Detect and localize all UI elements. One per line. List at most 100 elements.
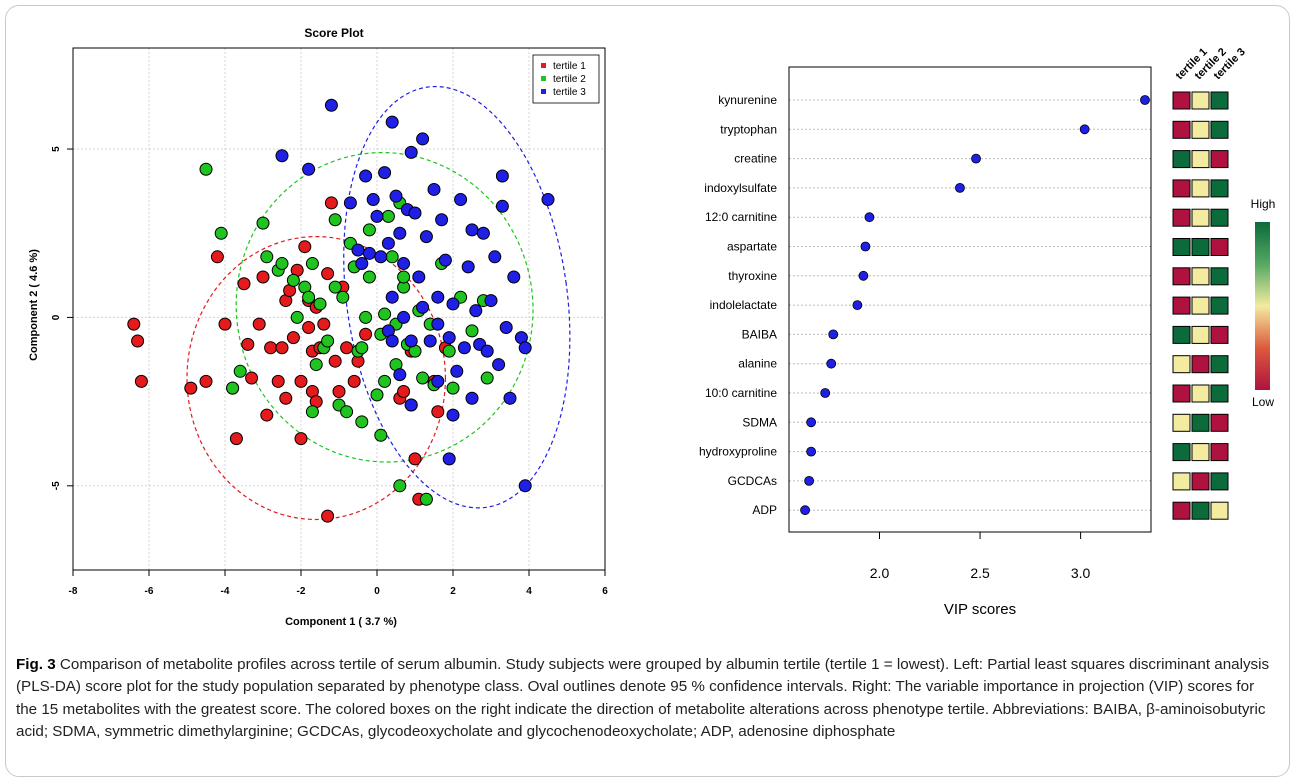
score-point xyxy=(131,334,145,348)
vip-metabolite-label: hydroxyproline xyxy=(699,445,777,459)
vip-metabolite-label: BAIBA xyxy=(742,327,777,341)
score-point xyxy=(427,182,441,196)
heatmap-cell xyxy=(1191,443,1210,462)
score-point xyxy=(210,250,224,264)
score-point xyxy=(340,341,354,355)
colorbar-high-label: High xyxy=(1251,197,1276,211)
score-point xyxy=(412,270,426,284)
vip-point xyxy=(858,270,869,281)
score-point xyxy=(476,226,490,240)
score-point xyxy=(495,199,509,213)
score-point xyxy=(442,344,456,358)
score-point xyxy=(446,381,460,395)
score-point xyxy=(378,166,392,180)
score-point xyxy=(465,391,479,405)
vip-x-tick-label: 2.0 xyxy=(870,565,890,581)
heatmap-cell xyxy=(1191,208,1210,227)
x-tick-label: -4 xyxy=(221,586,230,597)
score-point xyxy=(378,307,392,321)
heatmap-cell xyxy=(1172,150,1191,169)
score-point xyxy=(408,206,422,220)
score-point xyxy=(324,98,338,112)
vip-point xyxy=(852,300,863,311)
vip-point xyxy=(820,388,831,398)
score-point xyxy=(256,216,270,230)
score-plot-x-ticks: -8 -6 -4 -2 0 2 4 6 xyxy=(69,570,608,597)
score-point xyxy=(374,428,388,442)
x-tick-label: 4 xyxy=(526,586,532,597)
vip-metabolite-label: 10:0 carnitine xyxy=(705,386,777,400)
figure-frame xyxy=(5,5,1290,777)
score-point xyxy=(393,368,407,382)
caption-label: Fig. 3 xyxy=(16,656,56,673)
score-point xyxy=(408,452,422,466)
heatmap-cell xyxy=(1172,443,1191,462)
score-point xyxy=(378,374,392,388)
heatmap-cell xyxy=(1172,179,1191,198)
score-point xyxy=(416,371,430,385)
score-point xyxy=(362,270,376,284)
score-plot-y-label: Component 2 ( 4.6 %) xyxy=(28,249,40,361)
x-tick-label: -8 xyxy=(69,586,78,597)
score-point xyxy=(404,334,418,348)
score-point xyxy=(480,371,494,385)
score-point xyxy=(541,193,555,207)
score-point xyxy=(503,391,517,405)
colorbar-low-label: Low xyxy=(1252,395,1274,409)
score-point xyxy=(321,267,335,281)
heatmap-cell xyxy=(1191,384,1210,403)
vip-metabolite-label: creatine xyxy=(734,152,777,166)
heatmap-cell xyxy=(1210,91,1229,110)
score-point xyxy=(397,257,411,271)
vip-x-tick-label: 3.0 xyxy=(1071,565,1091,581)
score-point xyxy=(328,280,342,294)
score-point xyxy=(362,246,376,260)
legend-swatch-tertile-2 xyxy=(541,76,546,81)
heatmap-cell xyxy=(1172,296,1191,315)
confidence-ellipses xyxy=(186,85,571,521)
score-point xyxy=(260,408,274,422)
vip-point xyxy=(828,329,839,340)
score-points xyxy=(127,98,555,523)
score-point xyxy=(275,341,289,355)
score-point xyxy=(419,230,433,244)
vip-metabolite-label: thyroxine xyxy=(728,269,777,283)
heatmap-cell xyxy=(1210,443,1229,462)
heatmap-cell xyxy=(1191,179,1210,198)
score-point xyxy=(214,226,228,240)
score-point xyxy=(454,193,468,207)
heatmap-headers: tertile 1 tertile 2 tertile 3 xyxy=(1174,46,1248,82)
heatmap-cell xyxy=(1191,355,1210,374)
score-point xyxy=(245,371,259,385)
heatmap-cell xyxy=(1210,267,1229,286)
score-point xyxy=(393,226,407,240)
score-point xyxy=(423,334,437,348)
score-point xyxy=(237,277,251,291)
score-point xyxy=(362,223,376,237)
heatmap-cell xyxy=(1172,413,1191,432)
heatmap-cell xyxy=(1191,120,1210,139)
score-point xyxy=(184,381,198,395)
score-point xyxy=(442,331,456,345)
vip-point xyxy=(860,241,871,252)
x-tick-label: 6 xyxy=(602,586,608,597)
confidence-ellipse xyxy=(343,85,571,509)
score-point xyxy=(218,317,232,331)
score-point xyxy=(313,297,327,311)
score-point xyxy=(442,452,456,466)
score-point xyxy=(469,304,483,318)
score-point xyxy=(446,297,460,311)
score-point xyxy=(404,398,418,412)
score-point xyxy=(366,193,380,207)
heatmap-cell xyxy=(1210,472,1229,491)
vip-plot-grid xyxy=(789,99,1151,511)
vip-point xyxy=(806,446,817,457)
score-point xyxy=(252,317,266,331)
figure-caption: Fig. 3 Comparison of metabolite profiles… xyxy=(16,654,1278,744)
score-point xyxy=(309,358,323,372)
score-point xyxy=(480,344,494,358)
vip-metabolite-label: indoxylsulfate xyxy=(704,181,777,195)
heatmap-cell xyxy=(1172,325,1191,344)
heatmap-cell xyxy=(1210,413,1229,432)
score-point xyxy=(419,492,433,506)
